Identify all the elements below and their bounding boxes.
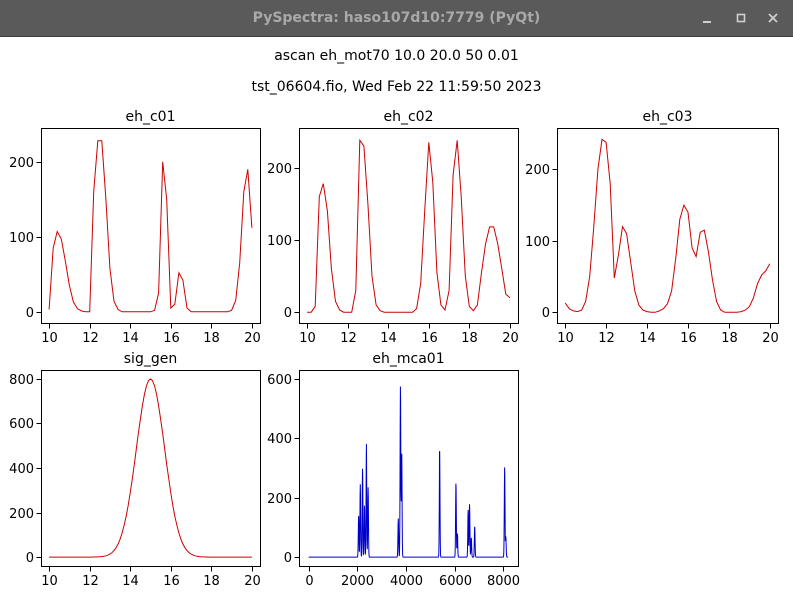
x-tick-label-eh-c03: 10 [557, 331, 574, 346]
y-tick-label-eh-mca01: 200 [267, 492, 292, 507]
plot-frame-eh-c03 [557, 128, 779, 324]
x-tick-label-eh-mca01: 8000 [487, 574, 520, 589]
x-tick-label-eh-c02: 14 [380, 331, 397, 346]
x-tick-label-eh-c03: 14 [639, 331, 656, 346]
x-tick-label-eh-c01: 14 [122, 331, 139, 346]
y-tick-label-eh-c02: 100 [267, 234, 292, 249]
plot-frame-eh-c02 [299, 128, 519, 324]
y-tick-label-eh-c02: 200 [267, 162, 292, 177]
x-tick-label-eh-c03: 20 [762, 331, 779, 346]
y-tick-label-eh-c01: 200 [9, 156, 34, 171]
y-tick-label-eh-c01: 0 [26, 306, 34, 321]
x-tick-label-eh-c02: 10 [299, 331, 316, 346]
y-tick-label-eh-c03: 200 [525, 163, 550, 178]
y-tick-label-sig-gen: 200 [9, 507, 34, 522]
y-tick-label-sig-gen: 800 [9, 373, 34, 388]
x-tick-label-sig-gen: 16 [163, 574, 180, 589]
chart-eh-mca01: eh_mca01 0 2000 4000 6000 8000 0 200 400 600 [267, 351, 520, 589]
x-tick-label-eh-c01: 10 [41, 331, 58, 346]
x-tick-label-sig-gen: 18 [203, 574, 220, 589]
plot-frame-eh-mca01 [299, 370, 519, 567]
y-tick-label-sig-gen: 0 [26, 551, 34, 566]
x-tick-label-eh-c01: 16 [163, 331, 180, 346]
x-tick-label-eh-mca01: 6000 [439, 574, 472, 589]
minimize-button[interactable] [697, 8, 717, 28]
x-tick-label-eh-c03: 12 [598, 331, 615, 346]
title-bar: PySpectra: haso107d10:7779 (PyQt) [0, 0, 793, 37]
series-line-eh-c03 [564, 138, 771, 313]
x-tick-label-eh-c03: 18 [721, 331, 738, 346]
y-tick-label-sig-gen: 600 [9, 417, 34, 432]
plot-frame-sig-gen [41, 370, 261, 567]
y-tick-label-eh-c03: 0 [542, 306, 550, 321]
y-tick-label-sig-gen: 400 [9, 462, 34, 477]
x-tick-label-sig-gen: 14 [122, 574, 139, 589]
y-tick-label-eh-mca01: 600 [267, 373, 292, 388]
chart-title-sig-gen: sig_gen [124, 351, 177, 367]
y-tick-label-eh-mca01: 0 [284, 551, 292, 566]
series-line-eh-c02 [307, 138, 511, 313]
maximize-icon [736, 13, 746, 23]
x-tick-label-eh-c02: 18 [461, 331, 478, 346]
chart-title-eh-c01: eh_c01 [126, 109, 176, 125]
y-tick-label-eh-c03: 100 [525, 235, 550, 250]
y-tick-label-eh-c02: 0 [284, 306, 292, 321]
x-tick-label-eh-mca01: 0 [305, 574, 313, 589]
x-tick-label-sig-gen: 20 [244, 574, 261, 589]
x-tick-label-eh-c01: 18 [203, 331, 220, 346]
series-line-sig-gen [49, 378, 252, 558]
close-button[interactable] [763, 8, 783, 28]
x-tick-label-eh-mca01: 2000 [341, 574, 374, 589]
x-tick-label-sig-gen: 12 [82, 574, 99, 589]
file-info-title: tst_06604.fio, Wed Feb 22 11:59:50 2023 [251, 79, 542, 95]
x-tick-label-eh-c01: 12 [82, 331, 99, 346]
x-tick-label-eh-c03: 16 [680, 331, 697, 346]
x-tick-label-eh-c02: 16 [421, 331, 438, 346]
chart-title-eh-c03: eh_c03 [643, 109, 693, 125]
x-tick-label-eh-c02: 12 [340, 331, 357, 346]
plot-frame-eh-c01 [41, 128, 261, 324]
chart-title-eh-c02: eh_c02 [384, 109, 434, 125]
close-icon [768, 13, 778, 23]
maximize-button[interactable] [731, 8, 751, 28]
series-line-eh-mca01 [308, 386, 509, 558]
scan-command-title: ascan eh_mot70 10.0 20.0 50 0.01 [274, 48, 519, 64]
series-line-eh-c01 [48, 140, 253, 313]
minimize-icon [703, 21, 711, 23]
chart-title-eh-mca01: eh_mca01 [372, 351, 444, 367]
x-tick-label-sig-gen: 10 [41, 574, 58, 589]
y-tick-label-eh-mca01: 400 [267, 432, 292, 447]
y-tick-label-eh-c01: 100 [9, 231, 34, 246]
x-tick-label-eh-c02: 20 [502, 331, 519, 346]
x-tick-label-eh-mca01: 4000 [390, 574, 423, 589]
x-tick-label-eh-c01: 20 [244, 331, 261, 346]
window-title: PySpectra: haso107d10:7779 (PyQt) [252, 10, 541, 26]
